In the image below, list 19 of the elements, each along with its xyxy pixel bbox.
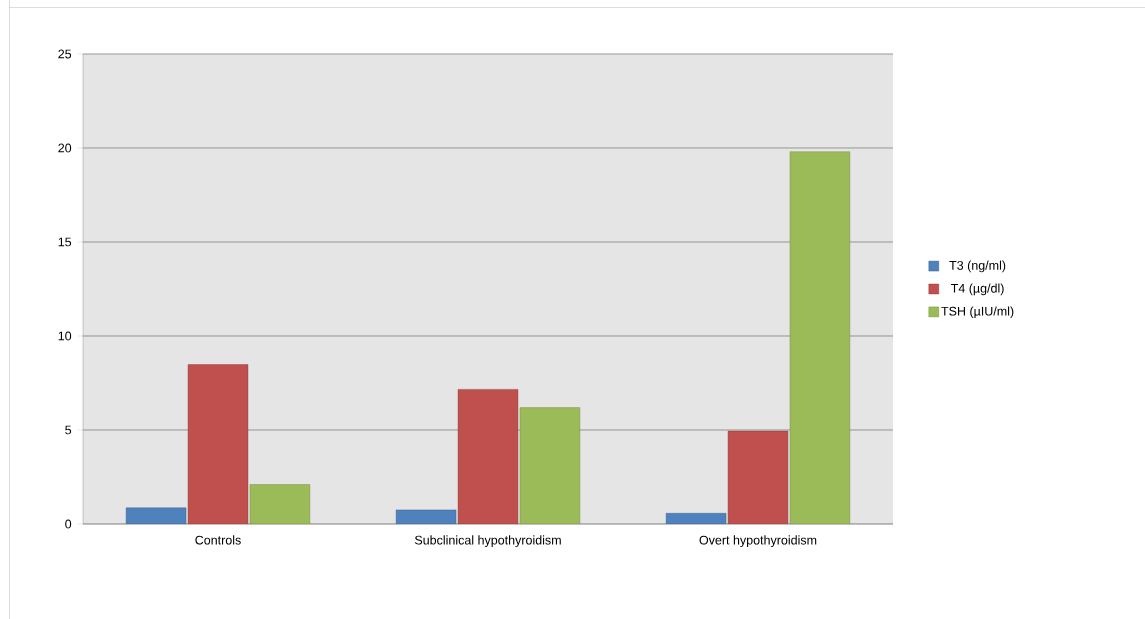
y-tick-label: 25 [58,49,72,59]
x-tick-label: Controls [195,535,241,545]
y-tick-label: 10 [58,331,72,341]
bar [249,484,311,524]
legend-label: TSH (µIU/ml) [941,306,1014,319]
bar [125,507,187,524]
y-tick-label: 5 [65,425,72,435]
bar [727,430,789,524]
legend-label: T3 (ng/ml) [949,260,1006,273]
bar [789,151,851,524]
bar [519,407,581,524]
x-tick-label: Subclinical hypothyroidism [414,535,561,547]
legend-label: T4 (µg/dl) [950,283,1004,296]
y-tick-label: 15 [58,237,72,247]
y-tick-label: 0 [65,519,72,529]
bar [187,364,249,524]
bar [457,389,519,524]
y-tick-label: 20 [58,143,72,153]
x-tick-label: Overt hypothyroidism [699,535,817,547]
